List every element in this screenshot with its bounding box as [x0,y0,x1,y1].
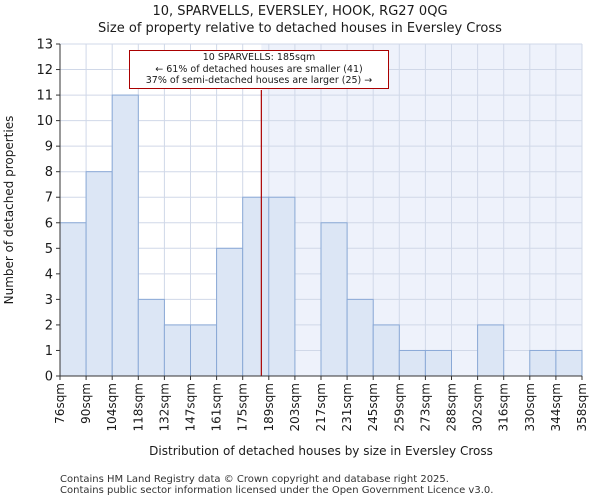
histogram-bar [398,349,426,377]
annotation-line-2: ← 61% of detached houses are smaller (41… [155,63,363,75]
y-tick-label: 2 [45,318,53,333]
histogram-bar [111,94,139,377]
x-tick-label: 147sqm [184,383,198,431]
histogram-bar [85,171,113,377]
y-tick-label: 8 [45,165,53,180]
x-tick-label: 273sqm [418,383,432,431]
histogram-bar [268,196,296,377]
histogram-bar [242,196,270,377]
x-tick-label: 217sqm [314,383,328,431]
x-tick-label: 76sqm [53,383,67,424]
y-axis-label: Number of detached properties [2,115,16,305]
y-tick-label: 13 [36,38,53,53]
annotation-line-1: 10 SPARVELLS: 185sqm [202,52,316,63]
x-tick-label: 104sqm [105,383,119,431]
x-tick-label: 358sqm [575,383,589,431]
x-tick-label: 245sqm [366,383,380,431]
x-axis-label: Distribution of detached houses by size … [149,444,493,458]
histogram-bar [555,349,583,377]
y-tick-label: 12 [36,63,53,78]
histogram-bar [529,349,557,377]
x-tick-label: 161sqm [210,383,224,431]
x-tick-label: 175sqm [236,383,250,431]
y-tick-label: 11 [36,89,53,104]
y-tick-label: 3 [45,293,53,308]
chart-title: 10, SPARVELLS, EVERSLEY, HOOK, RG27 0QG [152,4,448,19]
marker-annotation: 10 SPARVELLS: 185sqm ← 61% of detached h… [129,50,389,89]
histogram-bar [163,324,191,377]
footer-line-1: Contains HM Land Registry data © Crown c… [60,474,449,485]
histogram-bar [59,222,87,377]
histogram-bar [190,324,218,377]
histogram-bar [320,222,348,377]
x-tick-label: 344sqm [549,383,563,431]
larger-region-shade [261,44,582,376]
x-tick-label: 203sqm [288,383,302,431]
x-tick-label: 231sqm [340,383,354,431]
x-tick-label: 118sqm [131,383,145,431]
histogram-bar [216,247,244,377]
histogram-bar [137,298,165,377]
histogram-bar [346,298,374,377]
chart-subtitle: Size of property relative to detached ho… [98,21,502,36]
x-tick-label: 189sqm [262,383,276,431]
y-tick-label: 4 [45,267,53,282]
x-tick-label: 330sqm [523,383,537,431]
y-tick-label: 10 [36,114,53,129]
y-tick-label: 6 [45,216,53,231]
annotation-line-3: 37% of semi-detached houses are larger (… [145,75,373,86]
y-tick-label: 9 [45,140,53,155]
y-tick-label: 7 [45,191,53,206]
x-tick-label: 259sqm [392,383,406,431]
x-tick-label: 90sqm [79,383,93,424]
y-tick-label: 1 [45,344,53,359]
footer-line-2: Contains public sector information licen… [60,485,494,496]
histogram-bar [424,349,452,377]
y-tick-label: 0 [45,370,53,385]
x-tick-label: 316sqm [497,383,511,431]
histogram-bar [372,324,400,377]
x-tick-label: 302sqm [471,383,485,431]
x-tick-label: 132sqm [157,383,171,431]
histogram-bar [477,324,505,377]
y-tick-label: 5 [45,242,53,257]
x-tick-label: 288sqm [445,383,459,431]
